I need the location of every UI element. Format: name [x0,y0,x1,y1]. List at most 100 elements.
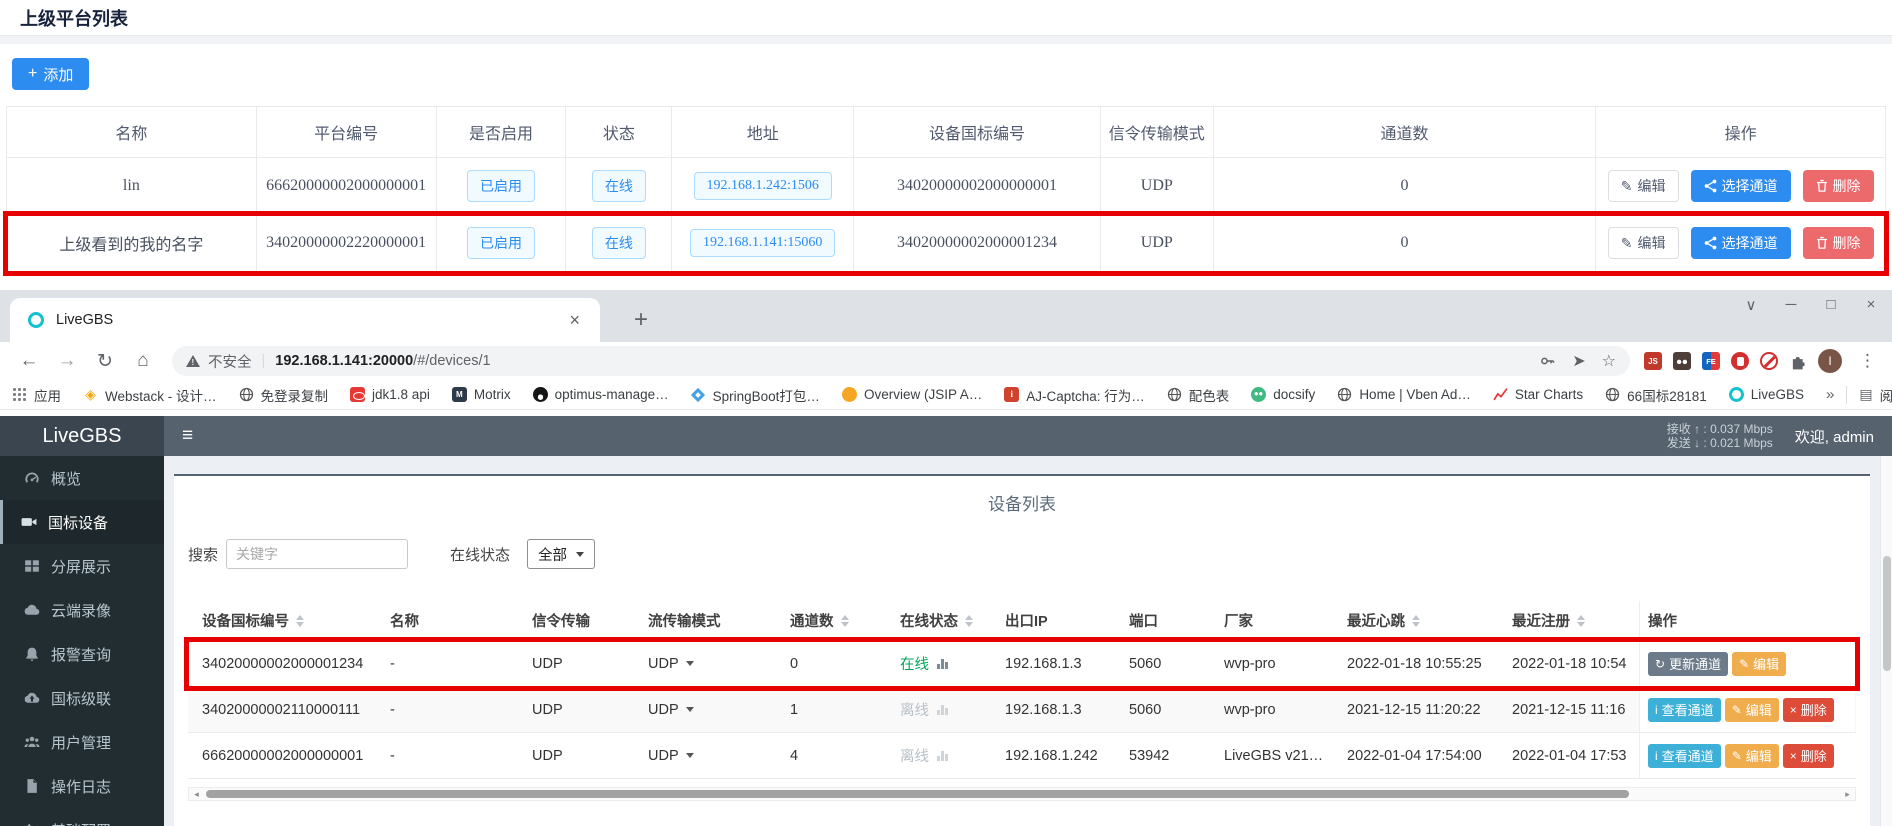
col-channels[interactable]: 通道数 [790,610,900,631]
platform-table-header: 名称 平台编号 是否启用 状态 地址 设备国标编号 信令传输模式 通道数 操作 [7,107,1885,158]
bar-chart-icon [937,750,948,761]
sidebar-item-user-management[interactable]: 用户管理 [0,720,164,764]
stream-mode-dropdown[interactable]: UDP [648,702,694,718]
device-vendor: wvp-pro [1224,655,1276,672]
bookmark-vben[interactable]: Home | Vben Ad… [1337,387,1471,402]
bookmark-color-table[interactable]: 配色表 [1167,385,1229,405]
tab-title: LiveGBS [56,312,114,328]
delete-button[interactable]: 删除 [1802,227,1874,259]
col-header-device-no: 设备国标编号 [854,107,1101,157]
send-icon[interactable]: ➤ [1572,353,1586,370]
delete-button[interactable]: × 删除 [1782,743,1834,768]
add-button[interactable]: + 添加 [12,58,90,90]
edit-button[interactable]: ✎ 编辑 [1724,697,1779,722]
stream-mode-dropdown[interactable]: UDP [648,748,694,764]
bookmark-motrix[interactable]: M Motrix [451,387,511,402]
sidebar-item-alarm-query[interactable]: 报警查询 [0,632,164,676]
tab-close-icon[interactable]: × [569,310,580,330]
bookmark-star-icon[interactable]: ☆ [1601,353,1616,370]
sidebar-item-gb-cascade[interactable]: 国标级联 [0,676,164,720]
network-stats: 接收 ↑ : 0.037 Mbps 发送 ↓ : 0.021 Mbps [1667,422,1773,450]
view-channels-button[interactable]: i 查看通道 [1648,697,1721,722]
home-icon[interactable]: ⌂ [137,350,149,371]
device-channels: 1 [790,701,799,718]
scroll-right-icon[interactable]: ▸ [1845,788,1850,799]
bookmark-gb28181[interactable]: 66国标28181 [1605,385,1707,405]
browser-tab[interactable]: LiveGBS × [10,298,600,342]
sidebar-item-gb-devices[interactable]: 国标设备 [0,500,164,544]
forward-icon[interactable]: → [57,350,77,371]
profile-avatar[interactable]: I [1818,349,1842,373]
view-channels-button[interactable]: i 查看通道 [1648,743,1721,768]
bookmark-copy[interactable]: 免登录复制 [239,385,328,405]
livegbs-app: LiveGBS ≡ 接收 ↑ : 0.037 Mbps 发送 ↓ : 0.021… [0,410,1892,826]
col-heartbeat[interactable]: 最近心跳 [1347,610,1512,631]
url-input[interactable]: ! 不安全 | 192.168.1.141:20000 /#/devices/1… [172,346,1630,376]
bookmarks-overflow-icon[interactable]: » [1826,386,1835,403]
bookmark-springboot[interactable]: SpringBoot打包… [691,385,820,405]
col-online-status[interactable]: 在线状态 [900,610,1005,631]
sidebar-item-basic-config[interactable]: 基础配置 [0,808,164,826]
reload-icon[interactable]: ↻ [97,350,113,372]
bookmark-livegbs[interactable]: LiveGBS [1728,387,1804,402]
bookmark-overview[interactable]: Overview (JSIP A… [841,387,982,402]
device-row: 34020000002110000111 - UDP UDP 1 离线 192.… [188,687,1856,733]
online-status-select[interactable]: 全部 [527,539,596,569]
sidebar-item-overview[interactable]: 概览 [0,456,164,500]
edit-button[interactable]: ✎ 编辑 [1607,227,1679,259]
bookmark-optimus[interactable]: optimus-manage… [532,387,669,402]
extension-fe-icon[interactable]: FE [1702,352,1720,370]
stream-mode-dropdown[interactable]: UDP [648,656,694,672]
col-registered[interactable]: 最近注册 [1512,610,1633,631]
bookmark-docsify[interactable]: docsify [1251,387,1315,402]
sidebar-item-cloud-record[interactable]: 云端录像 [0,588,164,632]
new-tab-button[interactable]: + [633,306,648,333]
gears-icon [25,824,34,826]
search-input[interactable] [226,539,409,569]
bookmark-apps[interactable]: 应用 [12,385,61,405]
window-menu-chevron-icon[interactable]: ∨ [1745,297,1757,314]
welcome-user[interactable]: 欢迎, admin [1794,428,1874,446]
scrollbar-thumb[interactable] [206,790,1630,798]
window-close-icon[interactable]: × [1866,296,1876,313]
window-maximize-icon[interactable]: □ [1826,296,1836,313]
delete-button[interactable]: 删除 [1802,170,1874,202]
captcha-icon: i [1004,387,1020,402]
browser-menu-kebab-icon[interactable]: ⋮ [1859,351,1876,370]
extension-js-icon[interactable]: JS [1644,352,1662,370]
select-channel-button[interactable]: 选择通道 [1690,227,1791,259]
sidebar-toggle-hamburger-icon[interactable]: ≡ [182,425,194,446]
extension-blocker-icon[interactable] [1731,352,1749,370]
bookmark-star-charts[interactable]: Star Charts [1493,387,1583,402]
bookmark-aj-captcha[interactable]: i AJ-Captcha: 行为… [1004,385,1145,405]
reading-list-icon: ▤ [1859,386,1873,402]
scroll-left-icon[interactable]: ◂ [194,788,199,799]
bookmark-webstack[interactable]: ◈ Webstack - 设计… [83,385,216,405]
horizontal-scrollbar[interactable]: ◂ ▸ [188,787,1856,801]
window-minimize-icon[interactable]: ─ [1785,296,1797,313]
vertical-scrollbar[interactable] [1880,456,1892,826]
bookmark-jdk-api[interactable]: jdk1.8 api [350,387,430,402]
back-icon[interactable]: ← [19,350,39,371]
enabled-badge: 已启用 [466,227,535,259]
extensions-puzzle-icon[interactable] [1789,352,1807,370]
scrollbar-thumb[interactable] [1883,556,1891,671]
update-channels-button[interactable]: ↻ 更新通道 [1648,651,1729,676]
extension-mask-icon[interactable] [1673,352,1691,370]
delete-button[interactable]: × 删除 [1782,697,1834,722]
bar-chart-icon[interactable] [937,658,948,669]
edit-button[interactable]: ✎ 编辑 [1724,743,1779,768]
device-list-panel: 设备列表 搜索 在线状态 全部 设备国标编号 名称 [174,474,1870,826]
col-device-id[interactable]: 设备国标编号 [188,610,390,631]
key-icon[interactable] [1540,353,1556,369]
edit-button[interactable]: ✎ 编辑 [1732,651,1787,676]
select-channel-button[interactable]: 选择通道 [1690,170,1791,202]
reading-list-button[interactable]: ▤阅读清单 [1859,386,1892,404]
sidebar-item-split-screen[interactable]: 分屏展示 [0,544,164,588]
plus-icon: + [28,65,38,82]
chevron-down-icon [576,551,585,557]
edit-button[interactable]: ✎ 编辑 [1607,170,1679,202]
sidebar-item-operation-log[interactable]: 操作日志 [0,764,164,808]
extension-no-touch-icon[interactable] [1760,352,1778,370]
video-camera-icon [21,518,37,526]
